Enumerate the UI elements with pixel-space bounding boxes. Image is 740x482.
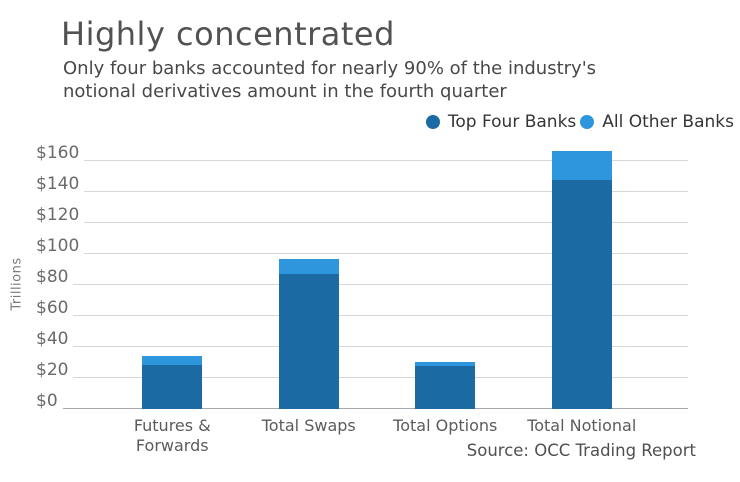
x-category-label-total-notional: Total Notional [527,416,637,435]
x-axis-line [62,408,688,409]
x-category-label-futures-forwards: Futures & Forwards [133,416,211,455]
x-label-slot-total-options: Total Options [377,416,514,456]
x-label-slot-total-swaps: Total Swaps [241,416,378,456]
gridline-row: $40 [36,329,688,350]
y-axis-title: Trillions [9,257,25,311]
bar-segment-top-four-banks [142,364,203,409]
y-tick-label: $60 [36,298,69,318]
y-tick-label: $100 [36,236,80,256]
chart-title: Highly concentrated [61,15,395,53]
y-tick-label: $40 [36,329,69,349]
legend-label-all-other-banks: All Other Banks [602,112,734,132]
legend-label-top-four-banks: Top Four Banks [447,112,577,132]
bar-segment-all-other-banks [415,361,476,366]
subtitle-line-2: notional derivatives amount in the fourt… [63,81,507,102]
y-tick-label: $120 [36,204,80,225]
legend-item-top-four-banks: Top Four Banks [425,112,577,132]
gridline [84,159,688,161]
y-tick-label: $0 [36,391,58,411]
gridline-row: $160 [36,142,688,164]
gridline-row: $20 [36,360,688,381]
x-label-slot-futures-forwards: Futures & Forwards [104,416,241,456]
bar-segment-all-other-banks [278,258,339,275]
y-tick-label: $140 [36,173,80,194]
bar-total-options [415,361,476,409]
bar-futures-forwards [142,355,203,409]
x-label-slot-total-notional: Total Notional [514,416,651,456]
y-tick-label: $160 [36,142,80,163]
legend: Top Four Banks All Other Banks [425,112,734,132]
x-category-label-total-options: Total Options [393,416,498,435]
bar-segment-top-four-banks [278,274,339,409]
bar-segment-all-other-banks [551,150,612,180]
x-axis-baseline-row: $0 [36,391,688,412]
y-tick-label: $20 [36,360,69,380]
gridline [73,346,688,347]
bars [104,140,650,409]
subtitle-line-1: Only four banks accounted for nearly 90%… [63,58,597,79]
gridline-row: $140 [36,173,688,195]
gridline [73,284,688,285]
legend-swatch-all-other-banks-icon [580,115,595,129]
bar-slot-total-swaps [241,140,378,409]
bar-slot-total-options [377,140,514,409]
y-tick-label: $80 [36,267,69,287]
legend-item-all-other-banks: All Other Banks [580,112,734,132]
x-axis-labels: Futures & Forwards Total Swaps Total Optio… [104,416,650,456]
gridline [73,377,688,378]
legend-swatch-top-four-banks-icon [425,115,440,129]
bar-slot-total-notional [514,140,651,409]
gridline-row: $60 [36,298,688,319]
source-note: Source: OCC Trading Report [466,441,696,460]
bar-total-notional [551,150,612,409]
gridline-row: $100 [36,236,688,257]
gridline [84,190,688,192]
bar-slot-futures-forwards [104,140,241,409]
bar-segment-top-four-banks [415,365,476,409]
chart-subtitle: Only four banks accounted for nearly 90%… [63,57,596,103]
plot-area: $0 $20 $40 $60 $80 $100 $120 $140 $160 [36,140,688,412]
gridline-row: $80 [36,267,688,288]
gridline [84,221,688,223]
bar-segment-top-four-banks [551,179,612,409]
bar-segment-all-other-banks [142,355,203,365]
bar-total-swaps [278,258,339,409]
gridline [84,253,688,254]
gridline [73,315,688,316]
x-category-label-total-swaps: Total Swaps [261,416,356,435]
gridline-row: $120 [36,204,688,226]
